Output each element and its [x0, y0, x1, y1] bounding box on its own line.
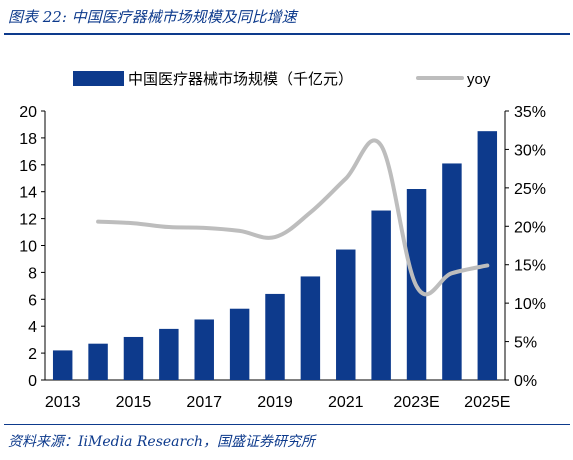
- left-tick-label: 8: [28, 265, 37, 282]
- x-tick-label: 2023E: [393, 394, 439, 411]
- yoy-line: [96, 138, 490, 297]
- figure-title: 图表 22: 中国医疗器械市场规模及同比增速: [8, 8, 297, 26]
- x-tick-label: 2017: [186, 394, 222, 411]
- left-tick-label: 14: [19, 185, 37, 202]
- legend-bar-label: 中国医疗器械市场规模（千亿元）: [128, 71, 353, 88]
- left-tick-label: 6: [28, 292, 37, 309]
- bar-2019: [265, 293, 285, 380]
- chart: 中国医疗器械市场规模（千亿元） yoy 0 2 4 6 8 10 12 14 16 18 20 0% 5…: [19, 71, 546, 411]
- legend-line-label: yoy: [467, 71, 491, 88]
- left-tick-label: 16: [19, 158, 37, 175]
- bar-2016: [159, 328, 179, 380]
- left-tick-label: 2: [28, 346, 37, 363]
- x-tick-label: 2025E: [464, 394, 510, 411]
- right-tick-label: 30%: [514, 142, 546, 159]
- legend-bar-swatch: [73, 71, 124, 86]
- left-tick-label: 10: [19, 239, 37, 256]
- source-divider: [4, 424, 570, 425]
- bar-2022: [371, 210, 391, 380]
- right-tick-label: 10%: [514, 296, 546, 313]
- right-tick-label: 5%: [514, 335, 537, 352]
- x-tick-label: 2015: [116, 394, 152, 411]
- right-tick-label: 20%: [514, 219, 546, 236]
- bar-2021: [336, 249, 356, 380]
- right-tick-label: 15%: [514, 258, 546, 275]
- bar-2018: [229, 308, 250, 380]
- source-note: 资料来源：IiMedia Research，国盛证券研究所: [8, 434, 316, 450]
- title-divider: [4, 33, 570, 35]
- bar-2014: [88, 343, 108, 380]
- bar-2017: [194, 319, 214, 380]
- bar-2015: [123, 336, 144, 380]
- bar-2013: [52, 350, 73, 380]
- right-tick-label: 25%: [514, 181, 546, 198]
- chart-legend: 中国医疗器械市场规模（千亿元） yoy: [73, 71, 491, 88]
- left-tick-label: 18: [19, 131, 37, 148]
- right-tick-label: 35%: [514, 104, 546, 121]
- x-tick-label: 2013: [45, 394, 81, 411]
- x-tick-label: 2019: [257, 394, 293, 411]
- left-tick-label: 0: [28, 373, 37, 390]
- left-tick-label: 12: [19, 212, 37, 229]
- x-tick-label: 2021: [328, 394, 364, 411]
- bar-2025E: [477, 131, 498, 380]
- bar-2020: [300, 276, 321, 380]
- right-tick-label: 0%: [514, 373, 537, 390]
- left-tick-label: 20: [19, 104, 37, 121]
- left-tick-label: 4: [28, 319, 37, 336]
